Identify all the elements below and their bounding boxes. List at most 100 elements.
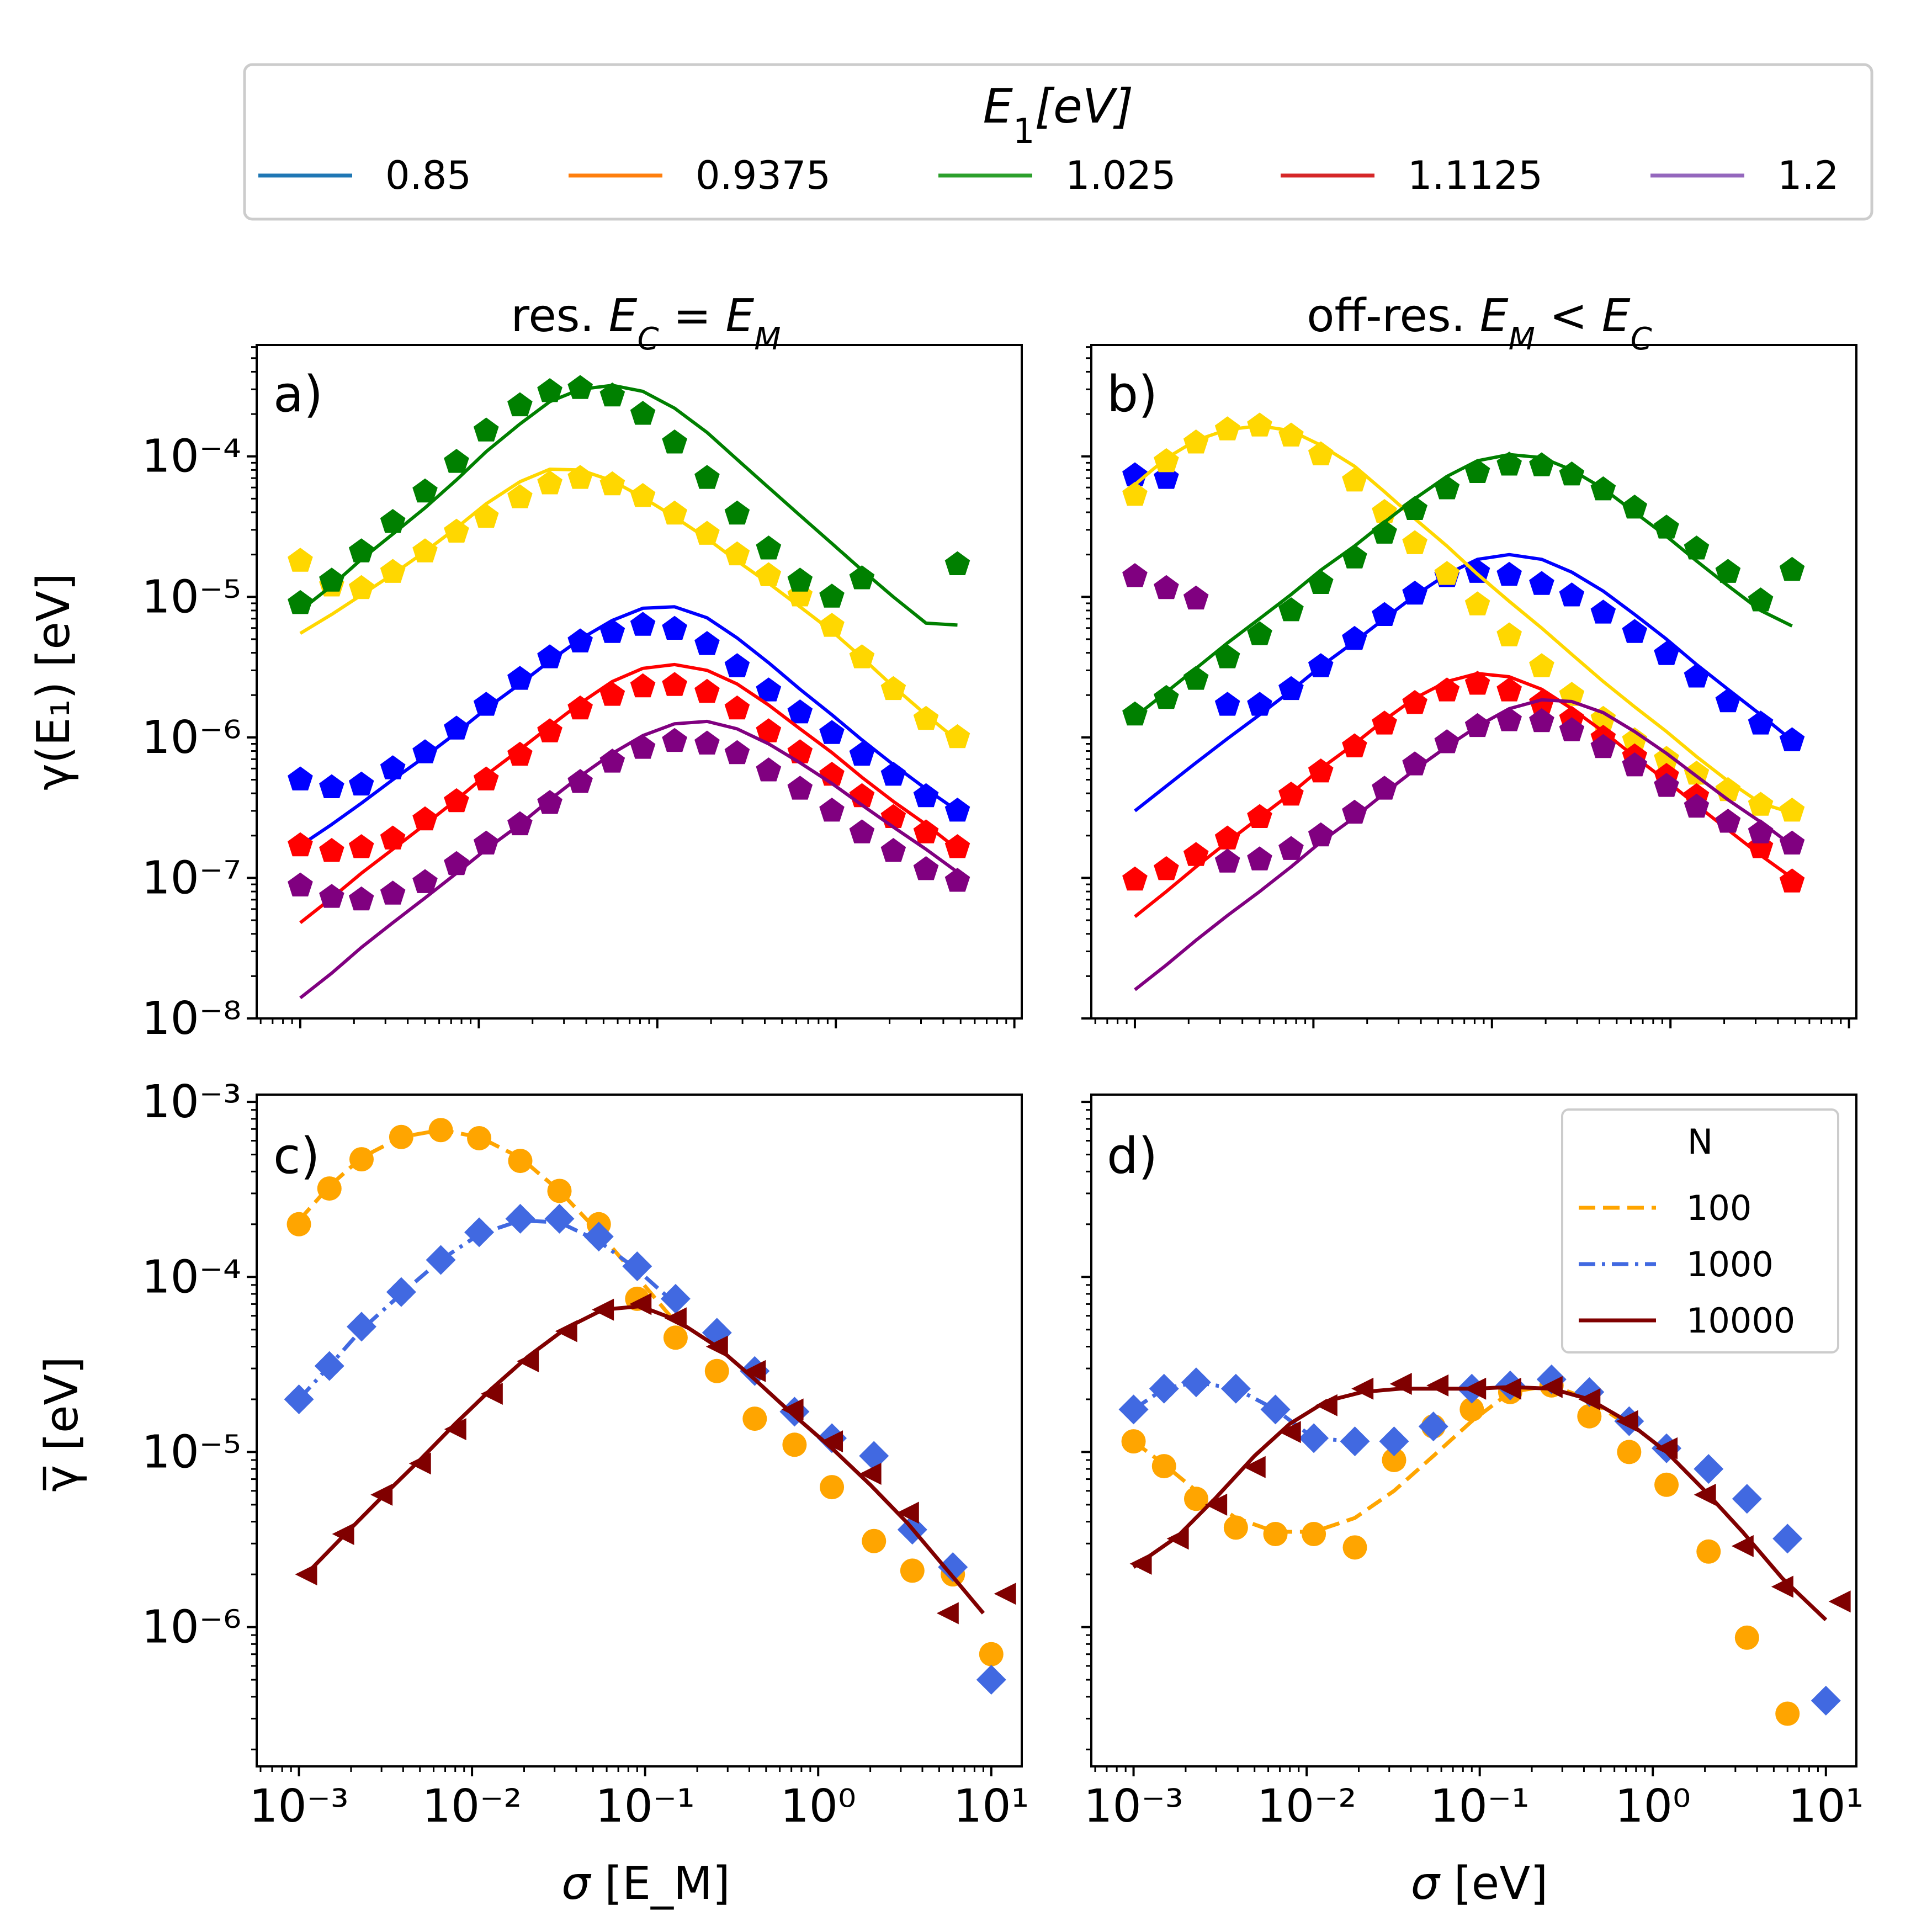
data-point-10000 xyxy=(1540,1376,1563,1398)
data-point-1.1125 xyxy=(380,825,406,850)
data-point-1.025 xyxy=(444,449,469,473)
series-line-1.2 xyxy=(299,719,959,1000)
data-point-10000 xyxy=(517,1350,539,1372)
y-tick-label: 10⁻⁸ xyxy=(142,992,242,1045)
panel-c-axes: 10⁻⁶ 10⁻⁵ 10⁻⁴ 10⁻³ 10⁻³ 10⁻² 10⁻¹ 10⁰ 10¹ xyxy=(142,1076,1029,1833)
data-point-0.85 xyxy=(1402,580,1427,605)
top-legend-label: 1.025 xyxy=(1065,153,1176,198)
data-point-1.025 xyxy=(1122,701,1148,726)
panel-a-letter: a) xyxy=(273,365,323,423)
data-point-0.85 xyxy=(412,739,438,763)
data-point-1.1125 xyxy=(537,718,562,742)
data-point-0.85 xyxy=(694,631,720,655)
data-point-0.9375 xyxy=(880,676,906,700)
data-point-0.85 xyxy=(913,783,939,808)
panel-a-title: res. EC = EM xyxy=(511,290,781,357)
data-point-1.2 xyxy=(412,869,438,893)
data-point-1.1125 xyxy=(1154,856,1179,880)
data-point-0.9375 xyxy=(1654,746,1679,770)
data-point-1.2 xyxy=(1779,830,1805,854)
data-point-0.9375 xyxy=(1529,653,1554,677)
data-point-10000 xyxy=(1129,1552,1152,1575)
series-line-100 xyxy=(297,1128,677,1324)
data-point-0.85 xyxy=(348,771,374,796)
data-point-1000 xyxy=(1220,1373,1251,1404)
data-point-0.85 xyxy=(599,619,625,643)
data-point-1.025 xyxy=(1278,597,1304,622)
data-point-0.9375 xyxy=(1496,622,1522,646)
data-point-1.1125 xyxy=(724,695,750,720)
data-point-10000 xyxy=(1389,1373,1412,1395)
data-point-0.85 xyxy=(1622,619,1648,643)
y-tick-label: 10⁻³ xyxy=(142,1076,242,1128)
data-point-0.9375 xyxy=(1308,441,1334,465)
data-point-0.85 xyxy=(1684,664,1710,688)
data-point-1.2 xyxy=(1247,846,1272,871)
data-point-1.025 xyxy=(1402,496,1427,520)
data-point-1.1125 xyxy=(444,788,469,813)
top-legend-label: 0.85 xyxy=(385,153,471,198)
data-point-1.025 xyxy=(694,465,720,489)
data-point-1.1125 xyxy=(1122,866,1148,891)
data-point-1000 xyxy=(1299,1423,1329,1453)
data-point-10000 xyxy=(1351,1377,1374,1400)
data-point-1000 xyxy=(1379,1426,1409,1457)
data-point-0.9375 xyxy=(537,470,562,495)
data-point-0.9375 xyxy=(507,484,533,508)
data-point-1.1125 xyxy=(1214,825,1240,850)
data-point-1.2 xyxy=(1464,713,1490,737)
panel-d-legend: N 100 1000 10000 xyxy=(1561,1108,1839,1354)
data-point-1.025 xyxy=(944,551,970,575)
data-point-0.85 xyxy=(380,755,406,779)
panel-a-series xyxy=(288,375,970,1000)
data-point-100 xyxy=(1183,1487,1208,1511)
data-point-0.9375 xyxy=(1748,792,1774,816)
data-point-1000 xyxy=(1118,1394,1149,1425)
data-point-10000 xyxy=(664,1307,687,1330)
data-point-10000 xyxy=(1205,1493,1228,1516)
x-tick-label: 10⁻² xyxy=(422,1780,522,1833)
data-point-1.2 xyxy=(1529,708,1554,733)
data-point-0.85 xyxy=(1496,561,1522,586)
x-tick-label: 10¹ xyxy=(1788,1780,1864,1833)
data-point-1.2 xyxy=(1496,707,1522,731)
data-point-1.1125 xyxy=(288,832,313,857)
data-point-1.025 xyxy=(1342,544,1367,569)
data-point-0.85 xyxy=(288,766,313,790)
series-line-1.025 xyxy=(1134,453,1793,719)
data-point-1000 xyxy=(314,1351,344,1381)
data-point-0.85 xyxy=(319,774,344,798)
data-point-1.1125 xyxy=(1434,677,1460,702)
data-point-100 xyxy=(1654,1472,1679,1497)
data-point-0.9375 xyxy=(599,471,625,496)
data-point-1.2 xyxy=(694,730,720,755)
data-point-1.025 xyxy=(599,382,625,407)
data-point-0.85 xyxy=(473,692,499,716)
data-point-1.2 xyxy=(1308,822,1334,847)
data-point-100 xyxy=(900,1558,925,1583)
data-point-1.1125 xyxy=(599,682,625,706)
series-line-100 xyxy=(1132,1383,1631,1534)
x-tick-label: 10⁻³ xyxy=(249,1780,349,1833)
x-tick-label: 10⁰ xyxy=(1615,1780,1691,1833)
data-point-1.025 xyxy=(537,378,562,402)
data-point-100 xyxy=(1223,1515,1248,1540)
data-point-10000 xyxy=(1464,1377,1487,1400)
data-point-100 xyxy=(349,1147,374,1172)
data-point-1.2 xyxy=(1214,848,1240,873)
data-point-1.2 xyxy=(507,811,533,836)
panel-b-title: off-res. EM < EC xyxy=(1307,290,1652,357)
data-point-1.2 xyxy=(1715,809,1741,833)
data-point-10000 xyxy=(705,1335,728,1358)
series-line-1.1125 xyxy=(299,662,959,924)
data-point-10000 xyxy=(408,1452,431,1475)
panel-b-yaxis xyxy=(1081,346,1850,1028)
data-point-1.2 xyxy=(819,798,845,822)
data-point-0.9375 xyxy=(1122,481,1148,506)
panel-d-legend-items: 100 1000 10000 xyxy=(1579,1188,1795,1341)
data-point-1.025 xyxy=(1247,621,1272,645)
data-point-1.2 xyxy=(1342,799,1367,824)
data-point-0.9375 xyxy=(1684,761,1710,785)
data-point-1.025 xyxy=(1684,535,1710,560)
